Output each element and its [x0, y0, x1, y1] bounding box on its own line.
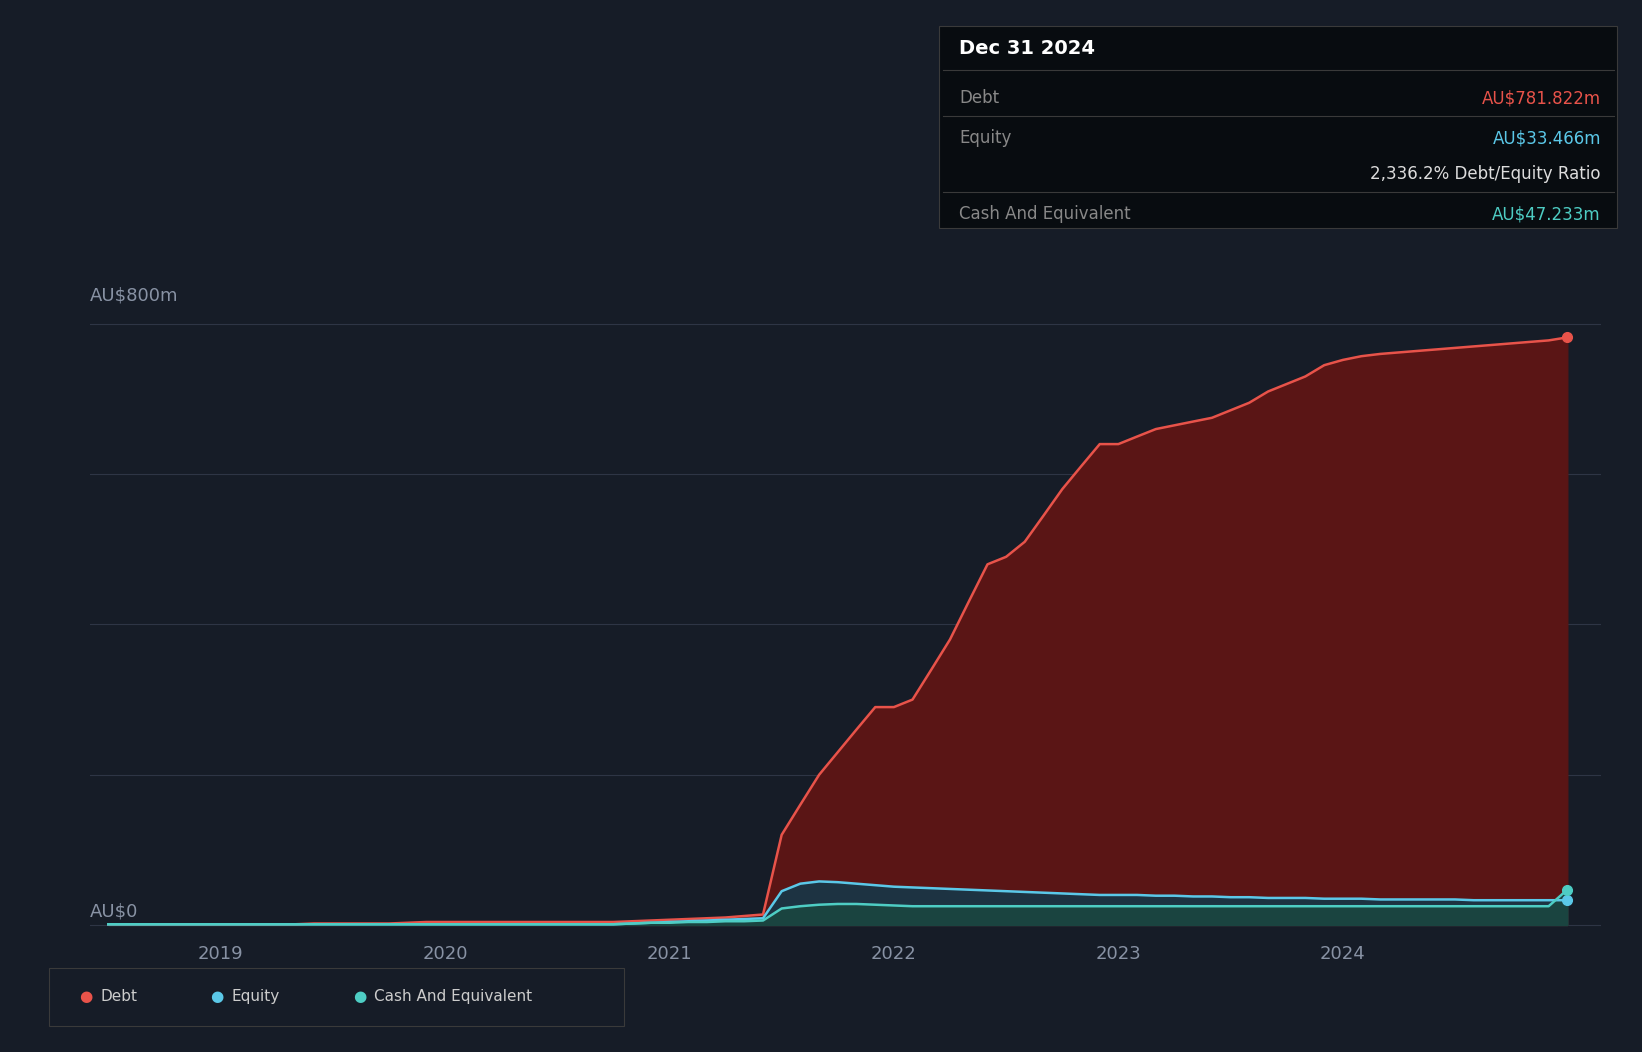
Text: ●: ● [210, 989, 223, 1005]
Text: Cash And Equivalent: Cash And Equivalent [374, 989, 532, 1005]
Text: ●: ● [79, 989, 92, 1005]
Text: Debt: Debt [100, 989, 138, 1005]
Text: AU$0: AU$0 [90, 903, 138, 920]
Text: Cash And Equivalent: Cash And Equivalent [959, 205, 1131, 223]
Text: AU$800m: AU$800m [90, 287, 179, 305]
Text: AU$781.822m: AU$781.822m [1481, 89, 1601, 107]
Text: Debt: Debt [959, 89, 998, 107]
Text: AU$33.466m: AU$33.466m [1493, 129, 1601, 147]
Text: Equity: Equity [232, 989, 279, 1005]
Text: Equity: Equity [959, 129, 1011, 147]
Text: Dec 31 2024: Dec 31 2024 [959, 39, 1095, 58]
Text: ●: ● [353, 989, 366, 1005]
Text: 2,336.2% Debt/Equity Ratio: 2,336.2% Debt/Equity Ratio [1371, 165, 1601, 183]
Text: AU$47.233m: AU$47.233m [1493, 205, 1601, 223]
